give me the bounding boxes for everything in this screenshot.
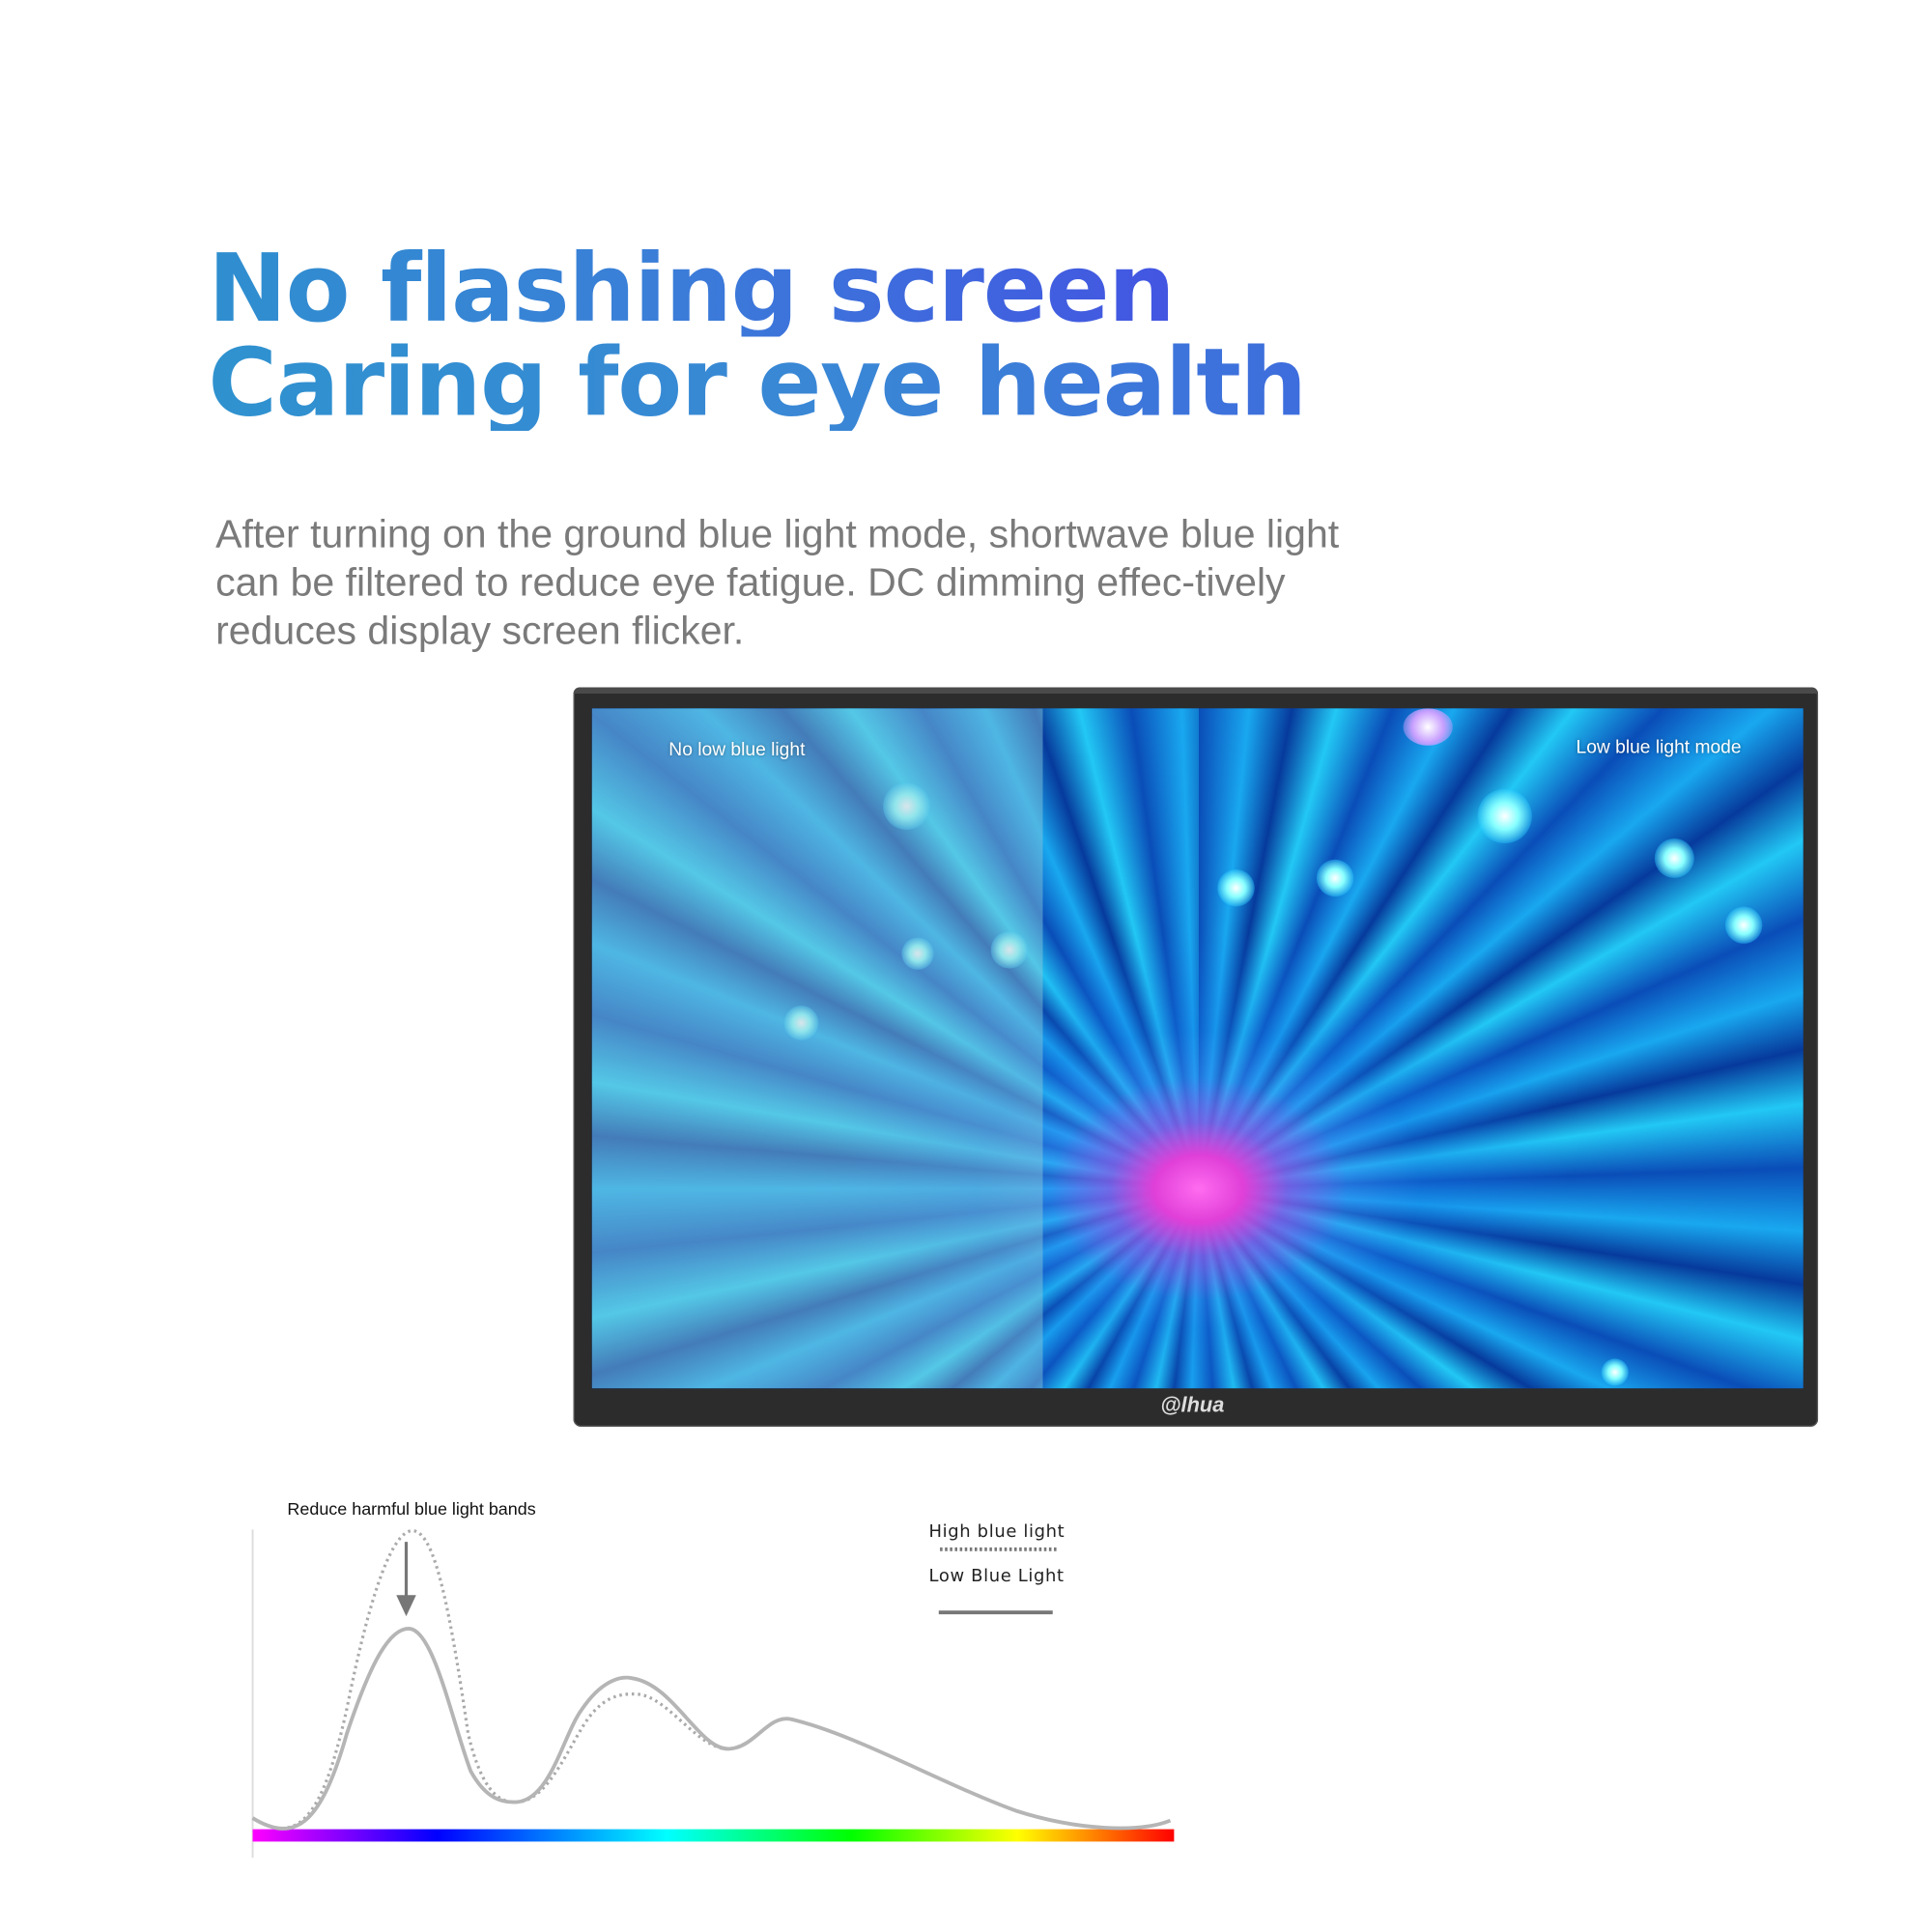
legend-low-blue-light: Low Blue Light	[929, 1566, 1065, 1586]
spectrum-diagram: Reduce harmful blue light bands High blu…	[251, 1499, 1175, 1859]
legend-high-blue-light: High blue light	[929, 1521, 1065, 1542]
low-blue-light-curve	[251, 1626, 1172, 1831]
arrow-head-icon	[396, 1595, 416, 1617]
monitor: No low blue light Low blue light mode @l…	[573, 687, 1819, 1427]
brand-logo: @lhua	[1160, 1393, 1225, 1417]
headline-line-2: Caring for eye health	[208, 327, 1307, 438]
spectrum-bar	[252, 1829, 1175, 1842]
headline-line-1: No flashing screen	[208, 233, 1175, 344]
high-blue-light-curve	[251, 1529, 731, 1831]
description: After turning on the ground blue light m…	[215, 511, 1340, 653]
annotation-reduce-harmful: Reduce harmful blue light bands	[287, 1499, 535, 1519]
label-no-low-blue-light: No low blue light	[668, 739, 806, 761]
monitor-screen-comparison: No low blue light Low blue light mode	[591, 708, 1804, 1389]
label-low-blue-light-mode: Low blue light mode	[1576, 736, 1742, 758]
